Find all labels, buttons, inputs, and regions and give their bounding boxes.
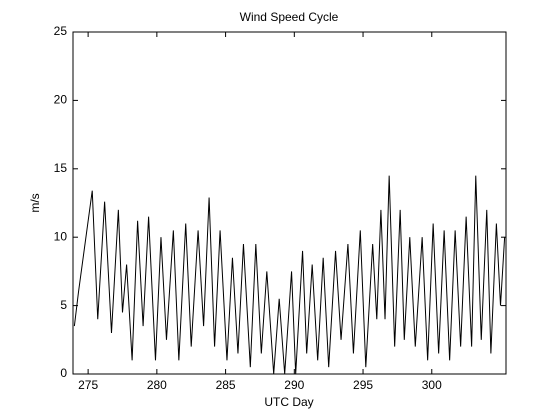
chart-title: Wind Speed Cycle xyxy=(240,10,339,24)
y-tick-label: 15 xyxy=(54,161,68,175)
data-line xyxy=(73,175,506,375)
x-tick-label: 295 xyxy=(353,378,373,392)
x-tick-label: 300 xyxy=(422,378,442,392)
x-tick-label: 290 xyxy=(284,378,304,392)
y-axis-label: m/s xyxy=(28,193,42,212)
y-tick-label: 10 xyxy=(54,229,68,243)
x-tick-label: 275 xyxy=(78,378,98,392)
x-tick-label: 280 xyxy=(147,378,167,392)
y-tick-label: 0 xyxy=(60,366,67,380)
y-tick-label: 20 xyxy=(54,93,68,107)
x-axis-label: UTC Day xyxy=(264,395,313,409)
y-tick-label: 5 xyxy=(60,298,67,312)
x-tick-label: 285 xyxy=(216,378,236,392)
plot-box xyxy=(72,31,507,375)
y-tick-label: 25 xyxy=(54,24,68,38)
